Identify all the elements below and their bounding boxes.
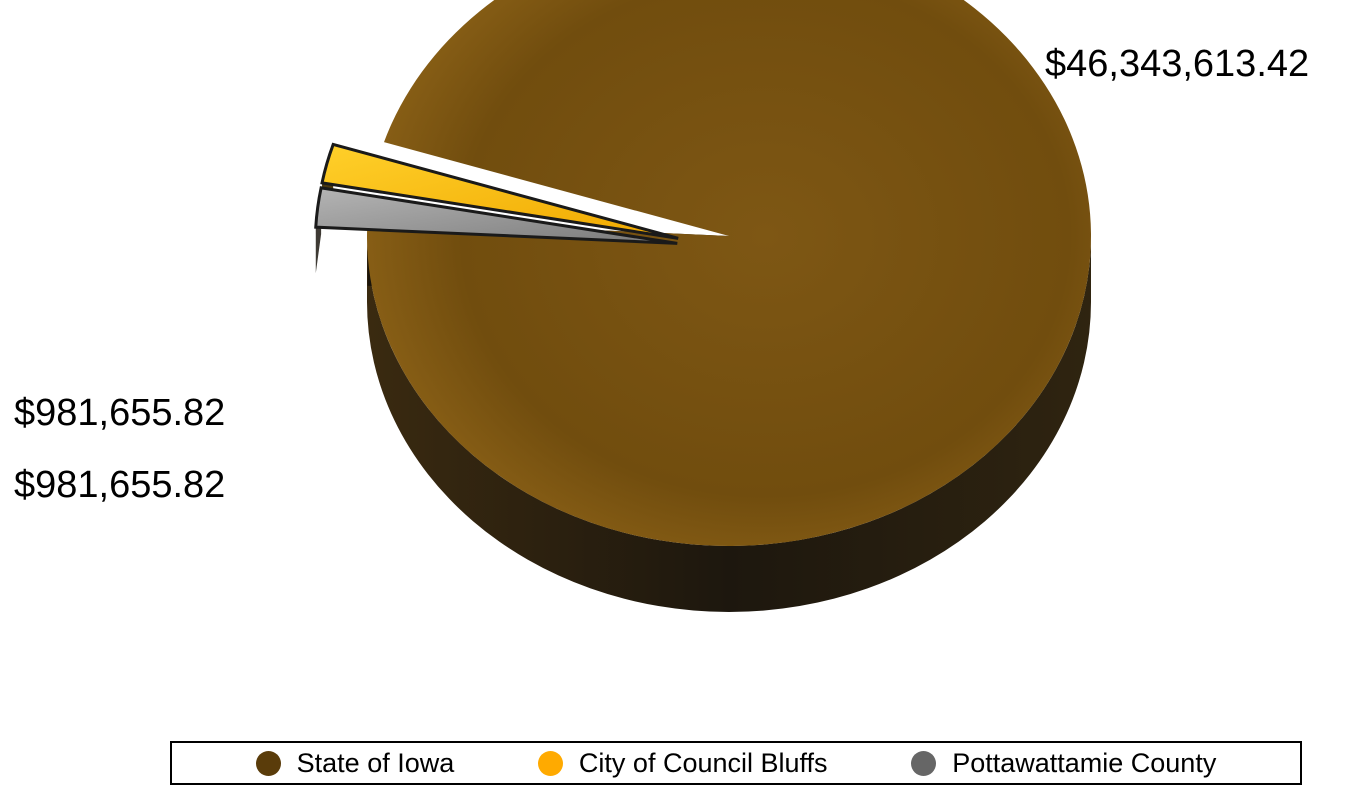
- pie-slice-side-state-of-iowa: [367, 236, 1091, 612]
- legend-swatch-icon: [255, 750, 281, 776]
- legend-swatch-icon: [911, 750, 937, 776]
- data-label-city-of-council-bluffs: $981,655.82: [14, 392, 225, 434]
- legend: State of Iowa City of Council Bluffs Pot…: [170, 741, 1302, 785]
- legend-label: City of Council Bluffs: [578, 747, 828, 778]
- data-label-pottawattamie-county: $981,655.82: [14, 464, 225, 506]
- legend-item-pottawattamie-county: Pottawattamie County: [911, 748, 1216, 779]
- pie-slice-state-of-iowa: [367, 0, 1091, 546]
- legend-label: State of Iowa: [296, 747, 455, 778]
- data-label-state-of-iowa: $46,343,613.42: [1045, 43, 1309, 85]
- pie-chart-svg: $46,343,613.42 $981,655.82 $981,655.82: [14, 0, 1309, 612]
- legend-swatch-icon: [537, 750, 563, 776]
- legend-item-city-of-council-bluffs: City of Council Bluffs: [537, 747, 828, 779]
- legend-item-state-of-iowa: State of Iowa: [255, 747, 455, 779]
- legend-label: Pottawattamie County: [952, 747, 1217, 778]
- pie-slice-pottawattamie-county: [314, 186, 678, 245]
- pie-slice-city-of-council-bluffs: [320, 142, 679, 240]
